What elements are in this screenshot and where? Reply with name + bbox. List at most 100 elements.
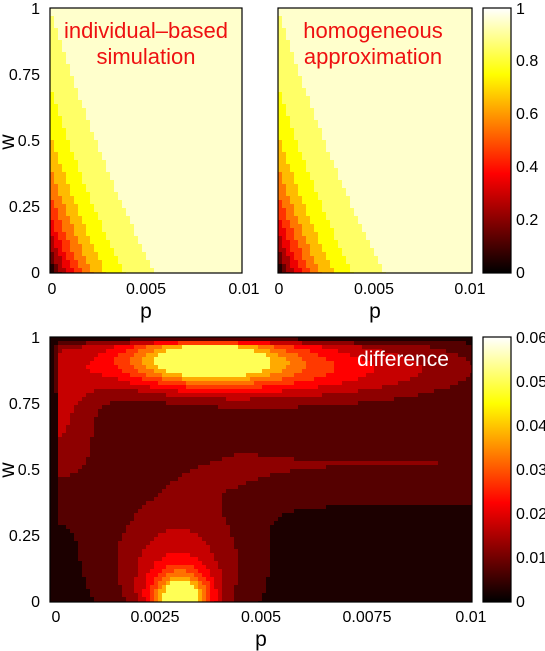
contour-cell (150, 176, 155, 181)
contour-cell (58, 156, 63, 161)
contour-cell (194, 16, 199, 21)
contour-cell (414, 56, 419, 61)
contour-cell (414, 132, 419, 137)
contour-cell (130, 92, 135, 97)
contour-cell (166, 200, 171, 205)
contour-cell (458, 104, 463, 109)
contour-cell (234, 152, 239, 157)
contour-cell (166, 12, 171, 17)
contour-cell (238, 48, 242, 53)
contour-cell (422, 96, 427, 101)
contour-cell (146, 64, 151, 69)
contour-cell (366, 132, 371, 137)
contour-cell (190, 248, 195, 253)
contour-cell (74, 192, 79, 197)
contour-cell (370, 16, 375, 21)
contour-cell (150, 172, 155, 177)
contour-cell (106, 180, 111, 185)
contour-cell (106, 32, 111, 37)
contour-cell (66, 200, 71, 205)
contour-cell (146, 20, 151, 25)
contour-cell (130, 112, 135, 117)
contour-cell (222, 128, 227, 133)
contour-cell (150, 264, 155, 269)
contour-cell (162, 268, 167, 273)
contour-cell (134, 184, 139, 189)
contour-cell (174, 152, 179, 157)
contour-cell (298, 76, 303, 81)
contour-cell (54, 248, 59, 253)
contour-cell (190, 100, 195, 105)
contour-cell (54, 148, 59, 153)
contour-cell (90, 24, 95, 29)
contour-cell (454, 36, 459, 41)
contour-cell (398, 88, 403, 93)
contour-cell (86, 212, 91, 217)
contour-cell (194, 32, 199, 37)
contour-cell (158, 152, 163, 157)
contour-cell (194, 216, 199, 221)
contour-cell (138, 200, 143, 205)
contour-cell (166, 244, 171, 249)
contour-cell (454, 12, 459, 17)
contour-cell (162, 180, 167, 185)
contour-cell (190, 76, 195, 81)
contour-cell (394, 28, 399, 33)
contour-cell (370, 84, 375, 89)
contour-cell (114, 56, 119, 61)
contour-cell (102, 8, 107, 13)
contour-cell (74, 108, 79, 113)
contour-cell (150, 208, 155, 213)
contour-cell (54, 212, 59, 217)
contour-cell (362, 60, 367, 65)
contour-cell (238, 68, 242, 73)
contour-cell (178, 32, 183, 37)
contour-cell (206, 52, 211, 57)
contour-cell (214, 244, 219, 249)
contour-cell (418, 144, 423, 149)
contour-cell (314, 64, 319, 69)
contour-cell (54, 136, 59, 141)
contour-cell (66, 52, 71, 57)
contour-cell (170, 232, 175, 237)
contour-cell (238, 208, 242, 213)
contour-cell (326, 12, 331, 17)
contour-cell (230, 156, 235, 161)
contour-cell (202, 128, 207, 133)
contour-cell (54, 8, 59, 13)
contour-cell (206, 264, 211, 269)
contour-cell (194, 212, 199, 217)
contour-cell (318, 120, 323, 125)
contour-cell (158, 136, 163, 141)
contour-cell (182, 252, 187, 257)
contour-cell (126, 92, 131, 97)
contour-cell (198, 24, 203, 29)
contour-cell (90, 228, 95, 233)
contour-cell (82, 76, 87, 81)
contour-cell (230, 104, 235, 109)
contour-cell (78, 56, 83, 61)
contour-cell (58, 236, 63, 241)
contour-cell (130, 72, 135, 77)
contour-cell (318, 40, 323, 45)
contour-cell (386, 36, 391, 41)
contour-cell (182, 180, 187, 185)
contour-cell (138, 236, 143, 241)
contour-cell (278, 128, 283, 133)
contour-cell (226, 36, 231, 41)
contour-cell (106, 252, 111, 257)
contour-cell (86, 268, 91, 273)
contour-cell (470, 88, 472, 93)
contour-cell (154, 120, 159, 125)
contour-cell (402, 76, 407, 81)
contour-cell (290, 64, 295, 69)
contour-cell (342, 52, 347, 57)
contour-cell (66, 120, 71, 125)
contour-cell (98, 20, 103, 25)
contour-cell (178, 268, 183, 273)
contour-cell (126, 32, 131, 37)
contour-cell (290, 24, 295, 29)
contour-cell (210, 48, 215, 53)
contour-cell (342, 92, 347, 97)
contour-cell (170, 136, 175, 141)
